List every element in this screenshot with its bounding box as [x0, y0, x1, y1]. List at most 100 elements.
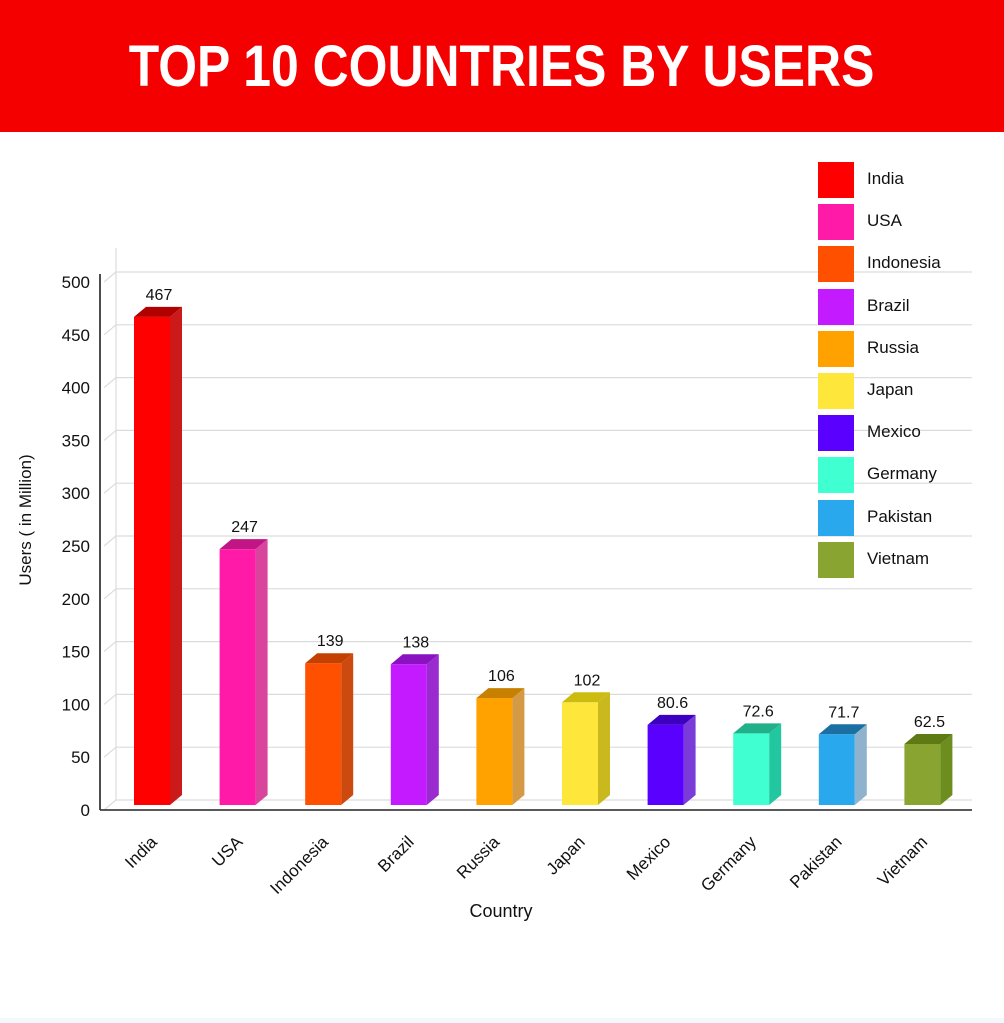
- data-label: 62.5: [914, 714, 945, 731]
- bar-mexico: 80.6 Mexico: [623, 695, 696, 884]
- y-tick-label: 350: [62, 431, 90, 450]
- legend-item: USA: [818, 204, 998, 241]
- bar-indonesia: 139 Indonesia: [266, 633, 354, 898]
- bar-top: [476, 688, 525, 699]
- legend-label: USA: [867, 211, 902, 231]
- bar-brazil: 138 Brazil: [374, 634, 439, 876]
- bar-top: [390, 654, 439, 665]
- x-tick-label: Mexico: [623, 832, 675, 884]
- bar-top: [305, 653, 354, 664]
- bar-side: [512, 688, 525, 805]
- legend-swatch: [818, 162, 854, 198]
- gridline-diagonal: [103, 746, 117, 758]
- legend-item: Vietnam: [818, 541, 998, 578]
- bar-front: [818, 734, 855, 805]
- gridline-diagonal: [103, 641, 117, 653]
- gridline-diagonal: [103, 588, 117, 600]
- gridline-diagonal: [103, 377, 117, 389]
- legend-item: Pakistan: [818, 499, 998, 536]
- x-tick-label: Russia: [453, 832, 504, 883]
- data-label: 139: [317, 633, 344, 650]
- bar-side: [683, 714, 696, 805]
- gridline-diagonal: [103, 693, 117, 705]
- legend-label: Mexico: [867, 422, 921, 442]
- bar-chart: 0 50 100 150 200 250 300 350 400 450 500 Users ( in…: [16, 248, 972, 921]
- bar-usa: 247 USA: [208, 519, 268, 871]
- bar-pakistan: 71.7 Pakistan: [786, 704, 867, 892]
- x-tick-label: Japan: [543, 832, 589, 878]
- bar-top: [219, 539, 268, 550]
- x-tick-label: Vietnam: [874, 832, 931, 889]
- bar-side: [598, 692, 610, 805]
- x-tick-label: India: [121, 832, 161, 872]
- legend-label: Germany: [867, 464, 937, 484]
- bar-side: [769, 723, 782, 805]
- legend-swatch: [818, 330, 854, 367]
- bar-top: [818, 724, 867, 735]
- legend-label: Japan: [867, 380, 914, 399]
- y-tick-label: 300: [62, 484, 90, 503]
- y-tick-label: 400: [62, 379, 90, 398]
- x-axis-label: Country: [469, 901, 532, 921]
- gridline-diagonal: [103, 324, 117, 336]
- legend-swatch: [818, 204, 854, 241]
- bar-top: [134, 306, 182, 317]
- data-label: 467: [146, 287, 173, 304]
- data-label: 72.6: [743, 703, 774, 720]
- gridline-diagonal: [103, 429, 117, 441]
- y-tick-label: 100: [62, 695, 90, 714]
- bar-side: [426, 654, 439, 805]
- bar-top: [562, 692, 610, 703]
- legend-swatch: [818, 541, 854, 578]
- legend-swatch: [818, 457, 854, 494]
- data-label: 71.7: [828, 704, 859, 721]
- x-tick-label: USA: [208, 832, 247, 871]
- bar-front: [733, 733, 770, 805]
- bar-top: [647, 714, 696, 725]
- bar-side: [170, 306, 182, 805]
- data-label: 106: [488, 668, 515, 685]
- bar-vietnam: 62.5 Vietnam: [874, 714, 953, 890]
- title-banner: TOP 10 COUNTRIES BY USERS: [0, 0, 1004, 132]
- data-label: 247: [231, 519, 258, 536]
- legend-swatch: [818, 415, 854, 452]
- y-tick-label: 0: [81, 801, 90, 820]
- legend-label: Vietnam: [867, 548, 930, 568]
- legend-item: Russia: [818, 330, 998, 367]
- y-tick-label: 50: [71, 748, 90, 767]
- bar-front: [305, 663, 342, 805]
- legend-label: Pakistan: [867, 506, 933, 526]
- bar-side: [854, 724, 867, 805]
- gridline-diagonal: [103, 482, 117, 494]
- data-label: 138: [402, 634, 429, 651]
- legend-item: Indonesia: [818, 246, 998, 283]
- bar-front: [219, 549, 256, 805]
- bar-top: [733, 723, 782, 734]
- bar-germany: 72.6 Germany: [697, 703, 782, 895]
- legend-item: Japan: [818, 373, 998, 409]
- legend-swatch: [818, 499, 854, 536]
- data-label: 80.6: [657, 695, 688, 712]
- gridline-diagonal: [103, 271, 117, 283]
- x-tick-label: Brazil: [374, 832, 417, 875]
- bar-side: [255, 539, 268, 805]
- bar-front: [562, 702, 598, 805]
- y-axis-label: Users ( in Million): [16, 454, 35, 585]
- chart-title: TOP 10 COUNTRIES BY USERS: [129, 33, 875, 99]
- legend-swatch: [818, 246, 854, 283]
- legend-label: Brazil: [867, 295, 910, 315]
- y-tick-label: 500: [62, 273, 90, 292]
- page-footer-strip: [0, 1018, 1004, 1023]
- legend-label: Russia: [867, 337, 919, 357]
- x-tick-label: Germany: [697, 832, 760, 895]
- bar-front: [476, 698, 513, 805]
- bar-side: [341, 653, 354, 805]
- y-tick-label: 450: [62, 326, 90, 345]
- bar-japan: 102 Japan: [543, 672, 610, 879]
- y-tick-label: 200: [62, 590, 90, 609]
- y-tick-label: 150: [62, 643, 90, 662]
- gridline-diagonal: [103, 535, 117, 547]
- bar-front: [134, 316, 170, 805]
- legend-item: Mexico: [818, 415, 998, 452]
- x-tick-label: Indonesia: [266, 832, 332, 898]
